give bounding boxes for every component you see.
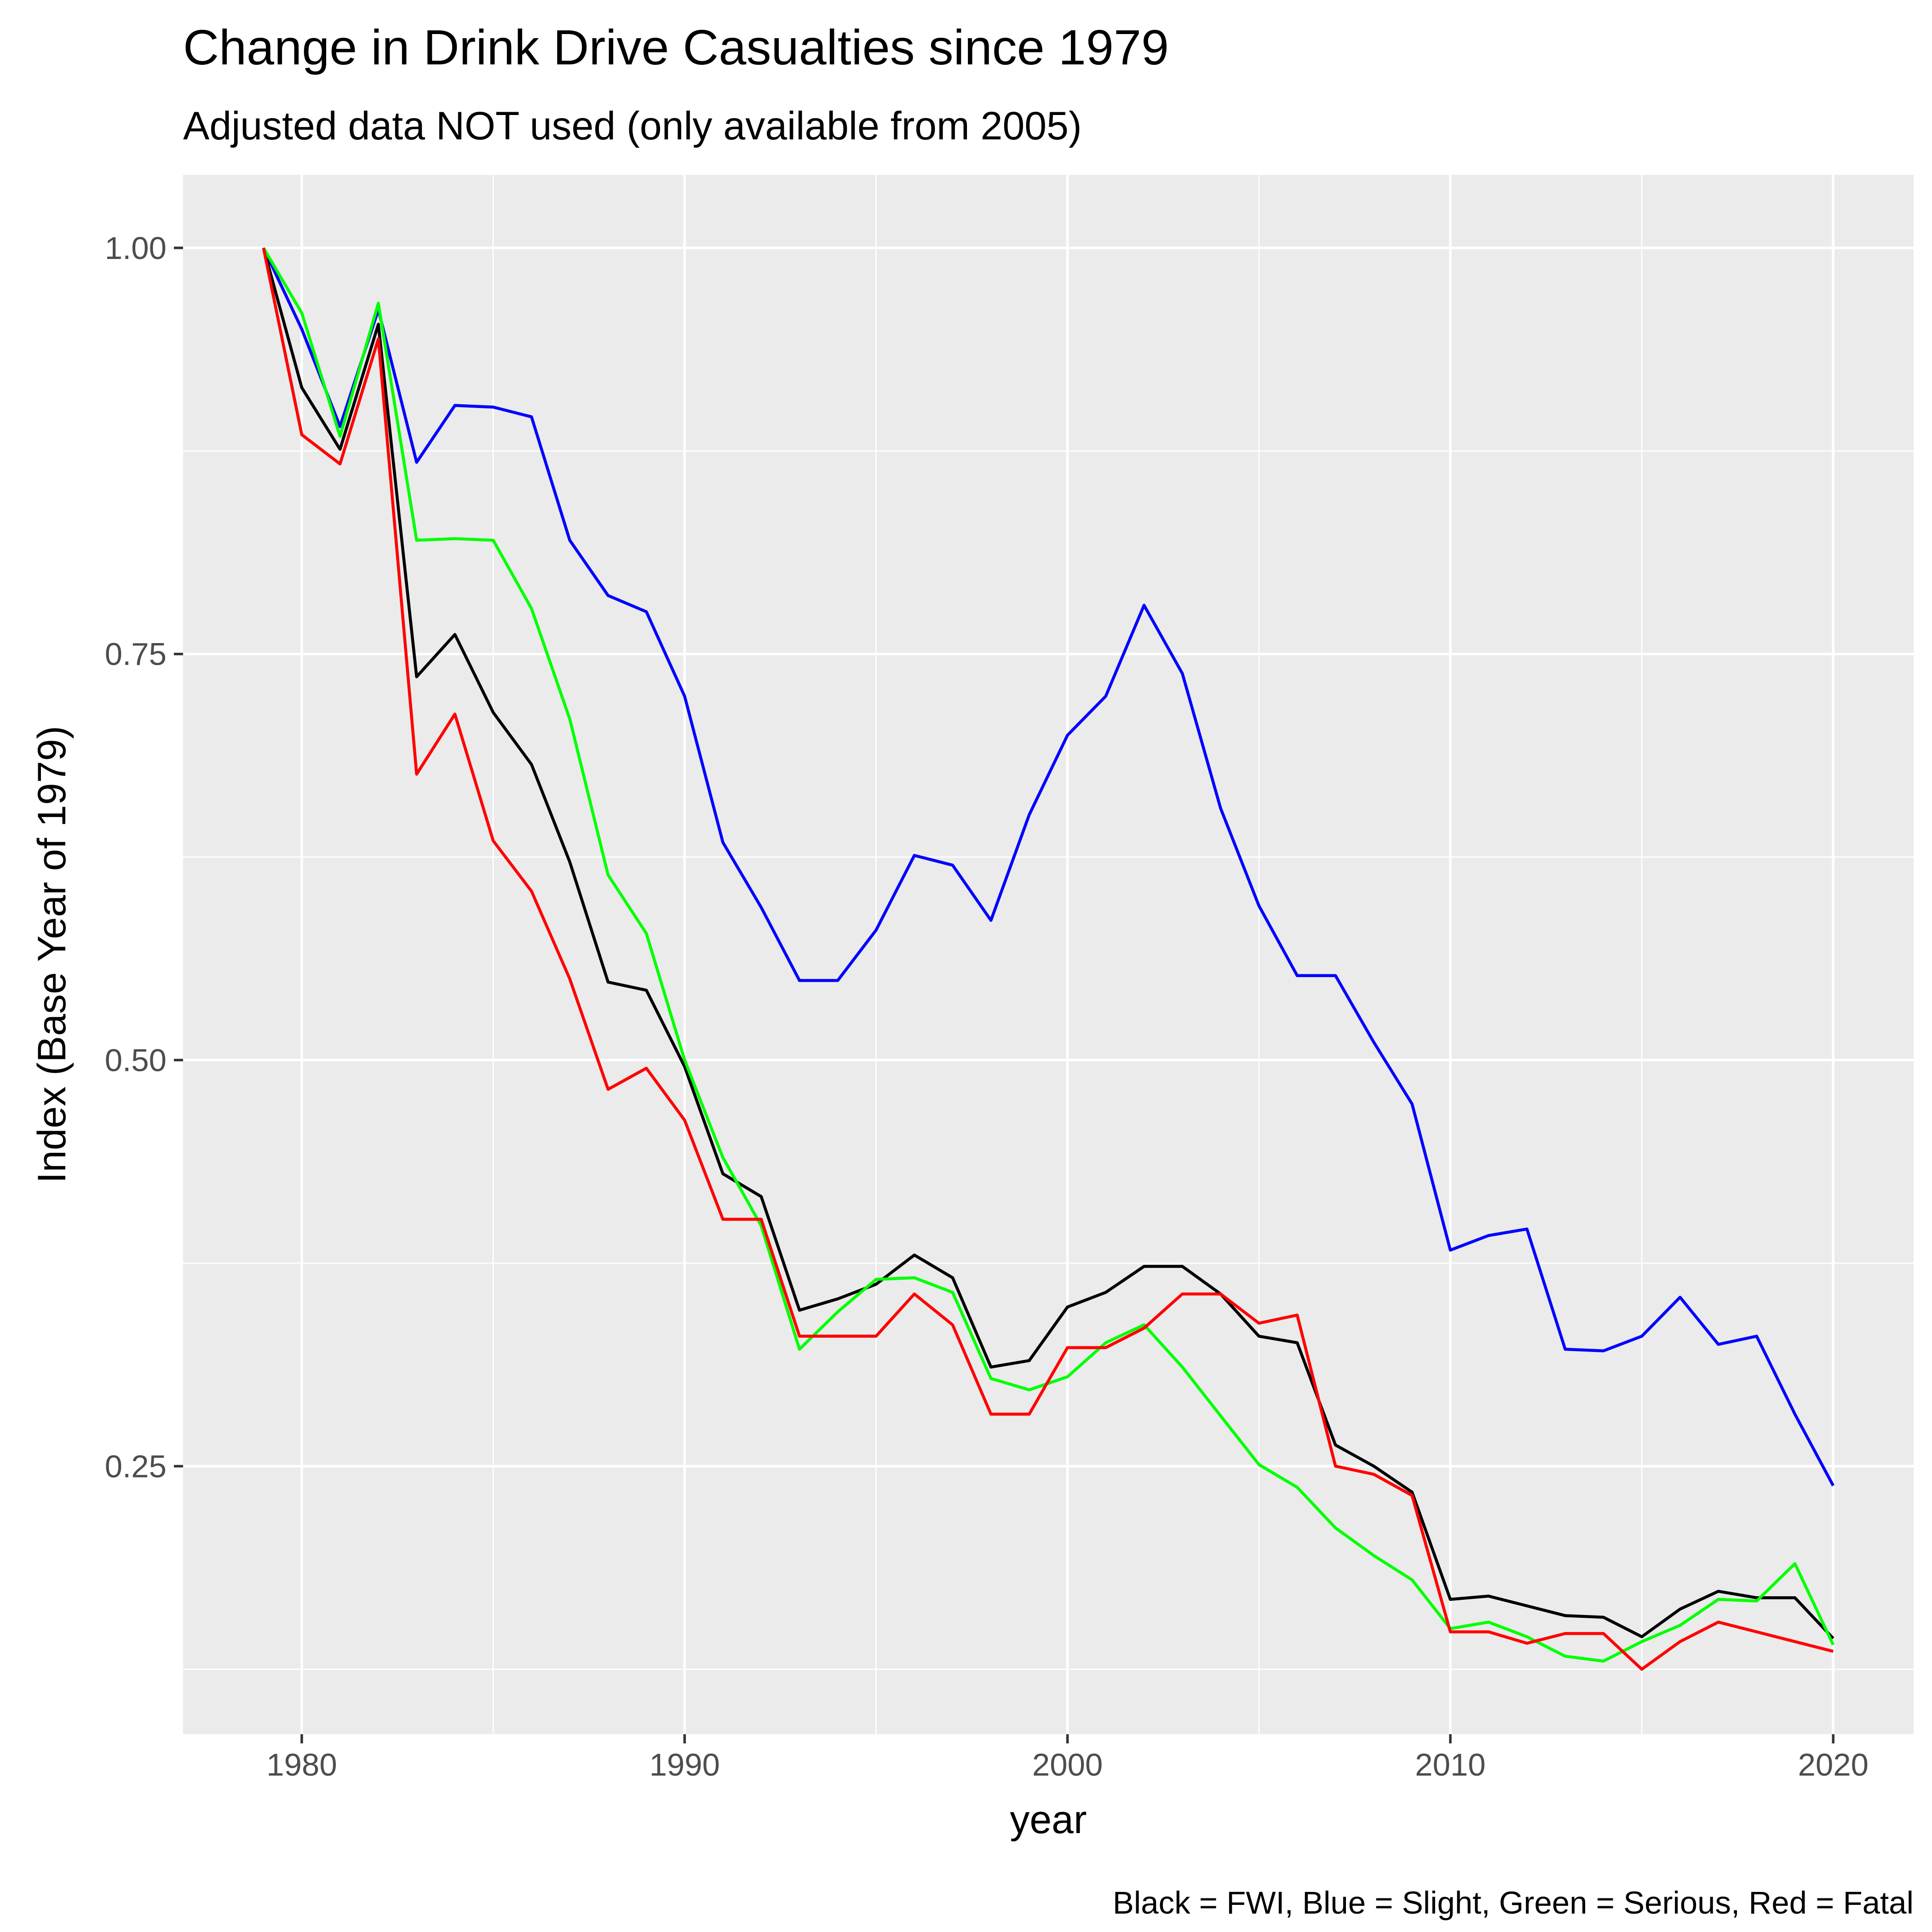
x-tick-label: 2010 xyxy=(1415,1747,1486,1782)
y-tick-label: 0.75 xyxy=(105,637,167,672)
chart-caption: Black = FWI, Blue = Slight, Green = Seri… xyxy=(1113,1885,1914,1920)
series-line-2 xyxy=(262,247,1834,1639)
chart-subtitle: Adjusted data NOT used (only available f… xyxy=(183,104,1082,148)
plot-panel xyxy=(183,175,1914,1734)
y-axis: 0.25 0.50 0.75 1.00 xyxy=(105,230,183,1484)
x-tick-label: 1980 xyxy=(266,1747,337,1782)
y-axis-title: Index (Base Year of 1979) xyxy=(30,726,74,1184)
y-tick-label: 0.50 xyxy=(105,1043,167,1078)
series-line-1 xyxy=(262,247,1835,1487)
x-tick-label: 1990 xyxy=(650,1747,720,1782)
x-axis: 1980 1990 2000 2010 2020 xyxy=(266,1734,1869,1782)
y-tick-label: 0.25 xyxy=(105,1449,167,1484)
x-axis-title: year xyxy=(1010,1798,1087,1842)
series-line-4 xyxy=(262,247,1834,1671)
y-tick-label: 1.00 xyxy=(105,230,167,266)
minor-gridlines xyxy=(183,175,1914,1734)
chart-title: Change in Drink Drive Casualties since 1… xyxy=(183,19,1169,75)
series-lines xyxy=(262,247,1835,1671)
x-tick-label: 2000 xyxy=(1032,1747,1103,1782)
x-tick-label: 2020 xyxy=(1798,1747,1869,1782)
major-gridlines xyxy=(183,175,1914,1734)
